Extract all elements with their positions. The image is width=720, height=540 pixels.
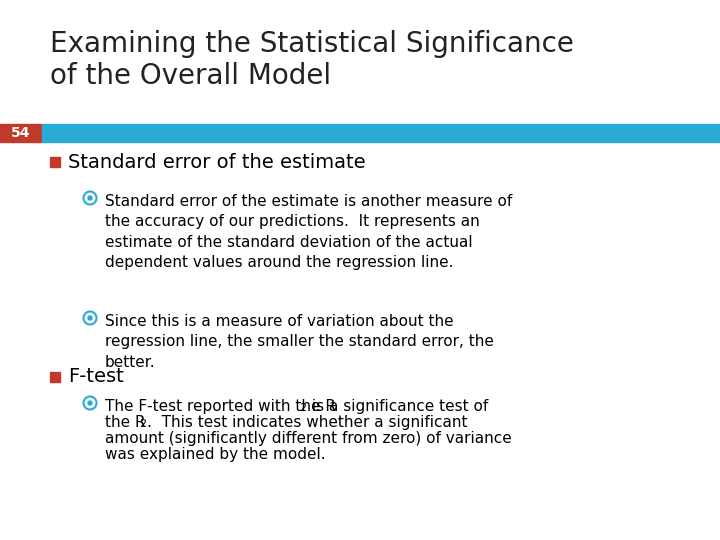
- Bar: [42, 124, 720, 142]
- Text: Standard error of the estimate is another measure of
the accuracy of our predict: Standard error of the estimate is anothe…: [105, 194, 512, 270]
- Text: the R: the R: [105, 415, 145, 430]
- Text: Examining the Statistical Significance: Examining the Statistical Significance: [50, 30, 574, 58]
- Text: 2: 2: [139, 419, 146, 429]
- Text: The F-test reported with the R: The F-test reported with the R: [105, 399, 336, 414]
- Circle shape: [88, 401, 92, 405]
- Text: .  This test indicates whether a significant: . This test indicates whether a signific…: [147, 415, 467, 430]
- Text: was explained by the model.: was explained by the model.: [105, 447, 325, 462]
- Circle shape: [88, 196, 92, 200]
- Text: of the Overall Model: of the Overall Model: [50, 62, 331, 90]
- Text: F-test: F-test: [68, 368, 124, 387]
- Text: is a significance test of: is a significance test of: [307, 399, 488, 414]
- Text: Since this is a measure of variation about the
regression line, the smaller the : Since this is a measure of variation abo…: [105, 314, 494, 370]
- Text: 2: 2: [299, 403, 306, 413]
- Bar: [50, 372, 60, 382]
- Text: amount (significantly different from zero) of variance: amount (significantly different from zer…: [105, 431, 512, 446]
- Circle shape: [88, 316, 92, 320]
- Text: Standard error of the estimate: Standard error of the estimate: [68, 152, 366, 172]
- Bar: [50, 157, 60, 167]
- Text: 54: 54: [12, 126, 31, 140]
- Bar: [0, 124, 42, 142]
